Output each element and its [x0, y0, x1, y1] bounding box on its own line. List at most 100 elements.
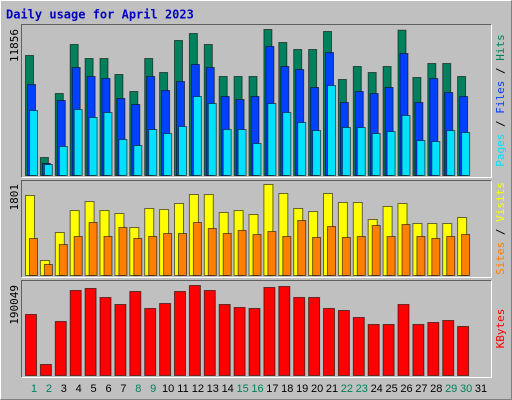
- bar: [397, 303, 410, 377]
- x-tick-label: 15: [236, 383, 248, 395]
- bar: [29, 110, 38, 176]
- bar: [174, 290, 186, 376]
- bar: [207, 228, 217, 277]
- bar: [446, 130, 456, 176]
- bar: [58, 145, 68, 177]
- bar: [401, 224, 411, 276]
- bar: [312, 237, 322, 276]
- bar: [73, 235, 83, 276]
- bar: [427, 321, 440, 377]
- bar: [222, 129, 232, 177]
- x-tick-label: 14: [222, 383, 234, 395]
- bar: [148, 235, 158, 276]
- x-tick-label: 20: [311, 383, 323, 395]
- legend-entry: Visits: [494, 182, 507, 222]
- panel-edge-light: [21, 280, 492, 378]
- panel-edge-light: [21, 24, 492, 178]
- x-tick-label: 9: [150, 383, 156, 395]
- bar: [352, 316, 365, 376]
- bar: [327, 85, 336, 176]
- bar: [103, 111, 113, 177]
- bar: [323, 307, 335, 376]
- bar: [308, 296, 321, 376]
- x-tick-label: 29: [445, 383, 457, 395]
- legend: KBytes: [494, 309, 507, 349]
- bar: [188, 285, 201, 376]
- bar: [43, 164, 53, 176]
- x-tick-label: 13: [207, 383, 219, 395]
- bar: [337, 309, 350, 377]
- bar: [118, 226, 128, 276]
- legend-entry: Sites: [494, 242, 507, 275]
- bar: [29, 238, 38, 277]
- panel-edge-dark: [21, 24, 492, 178]
- x-tick-label: 18: [281, 383, 293, 395]
- x-tick-label: 12: [192, 383, 204, 395]
- bar: [297, 220, 307, 276]
- bar: [88, 116, 98, 176]
- bar: [371, 133, 381, 177]
- bar: [327, 225, 336, 277]
- bar: [144, 307, 157, 376]
- bar: [218, 303, 231, 377]
- bar: [54, 320, 67, 376]
- bar: [341, 237, 351, 276]
- x-tick-label: 25: [385, 383, 397, 395]
- x-tick-label: 21: [326, 383, 338, 395]
- bar: [248, 307, 261, 376]
- legend-separator: /: [494, 61, 507, 81]
- x-tick-label: 4: [76, 383, 82, 395]
- bar: [25, 313, 37, 376]
- panel-edge-dark: [21, 180, 492, 278]
- x-tick-label: 10: [162, 383, 174, 395]
- bar: [69, 289, 82, 377]
- bar: [431, 140, 441, 176]
- legend: Sites / Visits: [494, 182, 507, 275]
- bar: [457, 325, 470, 376]
- bar: [163, 133, 173, 177]
- x-tick-label: 7: [120, 383, 126, 395]
- bar: [252, 234, 262, 277]
- bar: [446, 235, 456, 276]
- bar: [267, 230, 277, 276]
- bar: [192, 221, 202, 277]
- bar: [39, 363, 52, 376]
- legend-separator: /: [494, 114, 507, 134]
- legend-entry: Pages: [494, 134, 507, 167]
- bar: [252, 143, 262, 176]
- x-tick-label: 5: [91, 383, 97, 395]
- x-tick-label: 24: [371, 383, 383, 395]
- bar: [233, 306, 246, 377]
- bar: [207, 103, 217, 176]
- bar: [386, 235, 396, 276]
- bar: [416, 140, 426, 177]
- bar: [222, 233, 232, 276]
- legend-entry: Hits: [494, 34, 507, 61]
- x-tick-label: 11: [177, 383, 188, 395]
- bar: [461, 131, 471, 176]
- bar: [133, 238, 143, 277]
- legend-entry: KBytes: [494, 309, 507, 349]
- bar: [203, 289, 216, 377]
- x-tick-label: 23: [356, 383, 368, 395]
- bar: [341, 126, 351, 176]
- x-tick-label: 27: [415, 383, 427, 395]
- x-tick-label: 31: [475, 383, 487, 395]
- bar: [178, 233, 187, 276]
- bar: [386, 131, 396, 176]
- bar: [356, 235, 366, 276]
- x-tick-label: 19: [296, 383, 308, 395]
- bar: [367, 323, 380, 376]
- x-tick-label: 1: [31, 383, 37, 395]
- bar: [103, 235, 113, 276]
- bar: [371, 224, 381, 276]
- bar: [88, 221, 98, 277]
- bar: [416, 235, 426, 276]
- bar: [401, 115, 411, 177]
- bar: [237, 129, 247, 177]
- x-tick-label: 16: [251, 383, 263, 395]
- bar: [461, 234, 471, 277]
- bar: [58, 244, 68, 277]
- bar: [99, 296, 112, 376]
- bar: [192, 96, 202, 176]
